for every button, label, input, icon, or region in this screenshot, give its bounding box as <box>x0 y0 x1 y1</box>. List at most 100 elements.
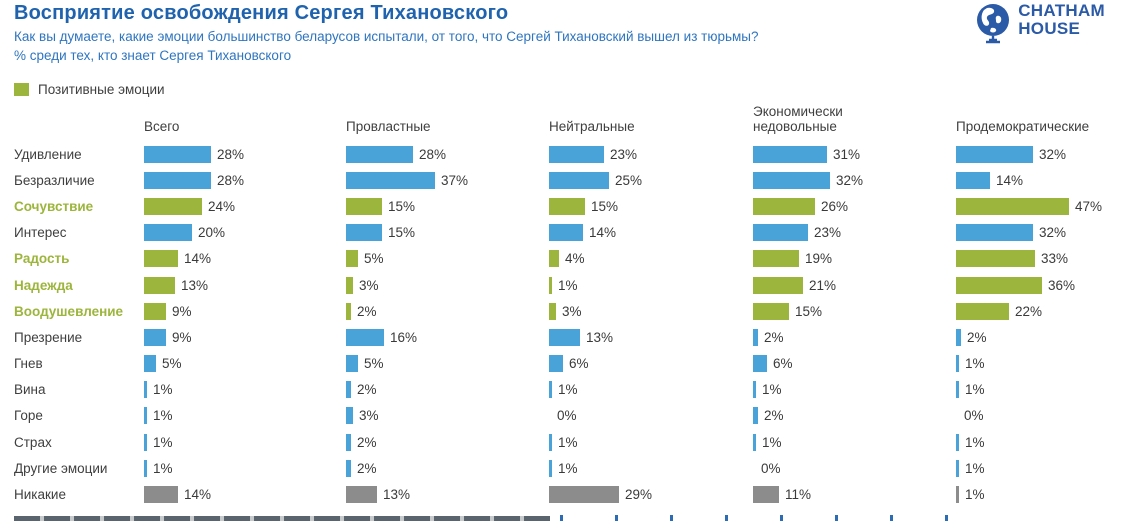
bar-value: 21% <box>809 277 837 293</box>
bar-cell: 1% <box>144 403 346 429</box>
bar <box>956 197 1069 215</box>
bar-cell: 2% <box>753 324 956 350</box>
bar-value: 13% <box>586 329 614 345</box>
bar-cell: 1% <box>549 429 753 455</box>
bar-value: 1% <box>762 382 782 398</box>
bar-cell: 47% <box>956 193 1109 219</box>
bar-value: 0% <box>557 408 577 424</box>
bar-value: 22% <box>1015 303 1043 319</box>
bar-cell: 2% <box>346 298 549 324</box>
row-label: Воодушевление <box>14 303 124 319</box>
bar <box>346 276 353 294</box>
bar-value: 1% <box>965 487 985 503</box>
bar-cell: 1% <box>956 455 1109 481</box>
bar-value: 13% <box>383 487 411 503</box>
bar-cell: 33% <box>956 246 1109 272</box>
globe-icon <box>973 2 1013 51</box>
page-title: Восприятие освобождения Сергея Тихановск… <box>14 2 509 24</box>
bar <box>144 171 211 189</box>
bar-value: 6% <box>773 356 793 372</box>
bar-value: 14% <box>996 172 1024 188</box>
bar-value: 15% <box>388 225 416 241</box>
bar-value: 33% <box>1041 251 1069 267</box>
bar-cell: 13% <box>549 324 753 350</box>
bar-value: 31% <box>833 146 861 162</box>
bar-value: 14% <box>184 251 212 267</box>
bar <box>346 355 358 373</box>
bar-value: 1% <box>558 460 578 476</box>
bar <box>753 433 756 451</box>
bar-value: 5% <box>364 356 384 372</box>
bar-cell: 3% <box>346 403 549 429</box>
chatham-house-logo: CHATHAM HOUSE <box>973 2 1105 51</box>
bar-cell: 36% <box>956 272 1109 298</box>
bar-value: 19% <box>805 251 833 267</box>
logo-line1: CHATHAM <box>1018 1 1105 20</box>
bar-cell: 1% <box>144 455 346 481</box>
row-label: Удивление <box>14 146 82 162</box>
bar <box>753 302 789 320</box>
bar <box>549 486 619 504</box>
bar-cell: 1% <box>144 377 346 403</box>
bar <box>346 381 351 399</box>
bar-value: 1% <box>558 277 578 293</box>
bar-value: 37% <box>441 172 469 188</box>
bar <box>346 171 435 189</box>
bar <box>144 276 175 294</box>
bar-cell: 22% <box>956 298 1109 324</box>
bar-value: 29% <box>625 487 653 503</box>
bar-cell: 21% <box>753 272 956 298</box>
bar <box>753 224 808 242</box>
bar-cell: 13% <box>346 481 549 507</box>
base-note: % среди тех, кто знает Сергея Тихановско… <box>14 48 292 63</box>
bar <box>753 355 767 373</box>
legend: Позитивные эмоции <box>14 82 165 97</box>
bar-cell: 15% <box>549 193 753 219</box>
bar-value: 2% <box>967 329 987 345</box>
bar-value: 1% <box>558 382 578 398</box>
bar <box>956 250 1035 268</box>
bar-value: 1% <box>558 434 578 450</box>
bar-cell: 0% <box>956 403 1109 429</box>
bar <box>753 276 803 294</box>
bar-cell: 16% <box>346 324 549 350</box>
bar <box>753 171 830 189</box>
bar <box>956 328 961 346</box>
bar-cell: 5% <box>144 351 346 377</box>
bar <box>549 171 609 189</box>
bar-cell: 28% <box>346 141 549 167</box>
chart-header: Восприятие освобождения Сергея Тихановск… <box>14 2 758 63</box>
row-label: Интерес <box>14 225 67 241</box>
bar <box>753 381 756 399</box>
bar <box>549 459 552 477</box>
bar-cell: 14% <box>144 246 346 272</box>
bar-value: 3% <box>562 303 582 319</box>
row-label: Вина <box>14 382 46 398</box>
bar-value: 23% <box>610 146 638 162</box>
bar <box>753 407 758 425</box>
bar-cell: 1% <box>956 351 1109 377</box>
bar-cell: 6% <box>549 351 753 377</box>
bar <box>144 355 156 373</box>
bar-cell: 2% <box>346 377 549 403</box>
legend-label: Позитивные эмоции <box>38 82 165 97</box>
bar-cell: 11% <box>753 481 956 507</box>
bar-value: 15% <box>388 198 416 214</box>
chart-corner <box>14 95 144 141</box>
bar-cell: 32% <box>753 167 956 193</box>
bar-value: 26% <box>821 198 849 214</box>
column-header-5: Продемократические <box>956 119 1090 134</box>
bar-cell: 1% <box>549 272 753 298</box>
bar <box>956 276 1042 294</box>
column-header-4: Экономически недовольные <box>753 104 843 134</box>
row-label: Никакие <box>14 487 66 503</box>
bar-cell: 25% <box>549 167 753 193</box>
clipped-footnote-text <box>14 516 550 521</box>
bar-value: 1% <box>153 434 173 450</box>
bar-value: 1% <box>153 408 173 424</box>
bar-cell: 14% <box>144 481 346 507</box>
bar <box>956 171 990 189</box>
bar-value: 9% <box>172 329 192 345</box>
bar-cell: 23% <box>753 220 956 246</box>
